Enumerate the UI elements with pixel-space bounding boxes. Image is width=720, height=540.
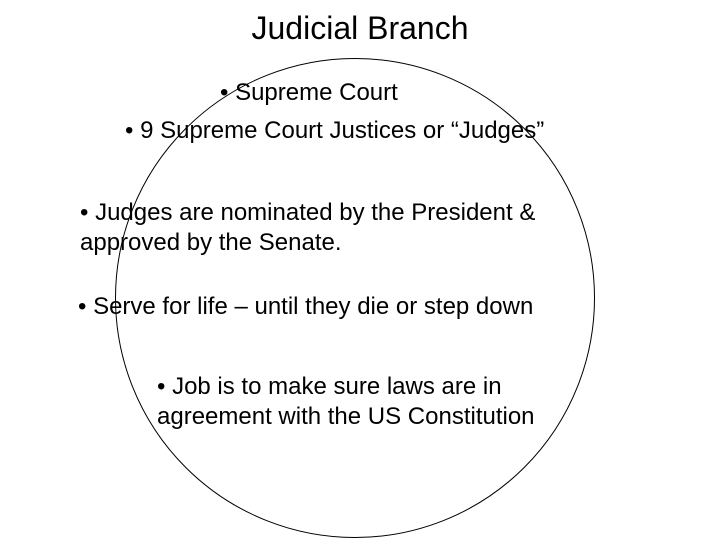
- bullet-job: • Job is to make sure laws are in agreem…: [157, 372, 597, 432]
- bullet-justices: • 9 Supreme Court Justices or “Judges”: [125, 116, 565, 146]
- slide-container: Judicial Branch • Supreme Court • 9 Supr…: [0, 0, 720, 540]
- bullet-supreme-court: • Supreme Court: [220, 78, 398, 108]
- bullet-serve-life: • Serve for life – until they die or ste…: [78, 292, 638, 322]
- slide-title: Judicial Branch: [0, 10, 720, 47]
- bullet-nominated: • Judges are nominated by the President …: [80, 198, 640, 258]
